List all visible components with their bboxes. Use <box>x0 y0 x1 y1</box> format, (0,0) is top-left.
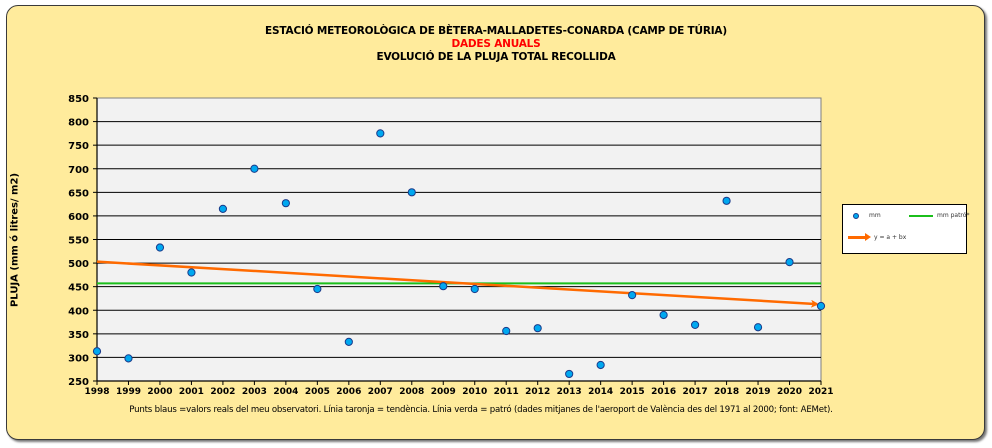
data-point-2004 <box>281 199 290 208</box>
x-tick-label: 2020 <box>777 387 802 397</box>
chart-subtitle: DADES ANUALS <box>451 38 541 50</box>
y-tick-label: 400 <box>68 306 89 317</box>
x-tick-label: 2019 <box>746 387 771 397</box>
data-point-2019 <box>753 323 763 332</box>
x-tick-label: 1999 <box>116 387 141 397</box>
data-point-1999 <box>124 354 133 363</box>
x-tick-label: 2007 <box>368 387 393 397</box>
data-point-2006 <box>344 337 353 346</box>
data-point-2016 <box>659 310 668 320</box>
y-tick-label: 750 <box>68 141 89 152</box>
x-tick-label: 2001 <box>179 387 204 397</box>
data-point-1998 <box>92 347 102 356</box>
x-tick-label: 2015 <box>620 387 645 397</box>
chart-title: ESTACIÓ METEOROLÒGICA DE BÈTERA-MALLADET… <box>265 25 727 37</box>
x-tick-label: 2017 <box>683 387 708 397</box>
trend-line <box>96 260 819 308</box>
x-tick-label: 2012 <box>525 387 550 397</box>
data-point-2013 <box>565 369 574 379</box>
y-tick-label: 500 <box>68 259 89 270</box>
x-tick-label: 2010 <box>462 387 487 397</box>
data-point-2014 <box>596 360 605 370</box>
legend-item-mm: mm <box>853 212 881 219</box>
y-tick-label: 650 <box>68 188 89 199</box>
data-point-2000 <box>155 243 165 252</box>
data-point-2011 <box>502 326 511 336</box>
x-tick-label: 2005 <box>305 387 330 397</box>
legend-label: mm <box>869 212 881 219</box>
footnote: Punts blaus =valors reals del meu observ… <box>129 405 833 415</box>
data-point-2009 <box>439 282 448 291</box>
x-tick-label: 2014 <box>588 387 613 397</box>
x-tick-label: 2006 <box>336 387 361 397</box>
data-point-2007 <box>376 129 385 138</box>
x-tick-label: 2021 <box>808 387 833 397</box>
legend-item-trend: y = a + bx <box>848 233 907 241</box>
x-tick-label: 1998 <box>84 387 109 397</box>
data-point-2021 <box>816 301 826 311</box>
data-point-2001 <box>187 268 196 277</box>
y-tick-label: 450 <box>68 283 89 294</box>
x-tick-label: 2018 <box>714 387 739 397</box>
data-point-2015 <box>628 291 637 300</box>
legend: mm mm patró* y = a + bx <box>842 204 969 254</box>
x-tick-label: 2008 <box>399 387 424 397</box>
data-point-2005 <box>313 284 322 294</box>
y-tick-label: 300 <box>68 353 89 364</box>
x-tick-label: 2003 <box>242 387 267 397</box>
data-point-2012 <box>533 324 542 333</box>
legend-arrow-symbol <box>848 233 871 241</box>
x-tick-label: 2009 <box>431 387 456 397</box>
y-tick-label: 700 <box>68 165 89 176</box>
legend-line-symbol <box>909 214 933 217</box>
x-tick-label: 2011 <box>494 387 519 397</box>
legend-label: y = a + bx <box>874 234 907 241</box>
chart-titles: ESTACIÓ METEOROLÒGICA DE BÈTERA-MALLADET… <box>0 25 992 64</box>
data-point-2020 <box>785 258 794 267</box>
y-tick-label: 550 <box>68 236 89 247</box>
x-tick-label: 2000 <box>147 387 172 397</box>
data-point-2003 <box>250 164 259 173</box>
legend-label: mm patró* <box>937 212 970 219</box>
y-tick-label: 600 <box>68 212 89 223</box>
chart-subtitle-2: EVOLUCIÓ DE LA PLUJA TOTAL RECOLLIDA <box>376 51 616 63</box>
data-point-2010 <box>470 284 479 294</box>
x-tick-label: 2004 <box>273 387 298 397</box>
y-tick-label: 250 <box>68 377 89 388</box>
legend-item-patro: mm patró* <box>909 212 969 219</box>
x-tick-label: 2016 <box>651 387 676 397</box>
data-point-2018 <box>722 196 731 205</box>
x-tick-label: 2013 <box>557 387 582 397</box>
y-tick-label: 800 <box>68 118 89 129</box>
legend-dot-symbol <box>853 212 859 219</box>
x-tick-label: 2002 <box>210 387 235 397</box>
data-point-2017 <box>690 320 700 329</box>
data-point-2008 <box>407 188 416 197</box>
data-point-2002 <box>218 204 228 213</box>
y-tick-label: 850 <box>68 94 89 105</box>
y-tick-label: 350 <box>68 330 89 341</box>
